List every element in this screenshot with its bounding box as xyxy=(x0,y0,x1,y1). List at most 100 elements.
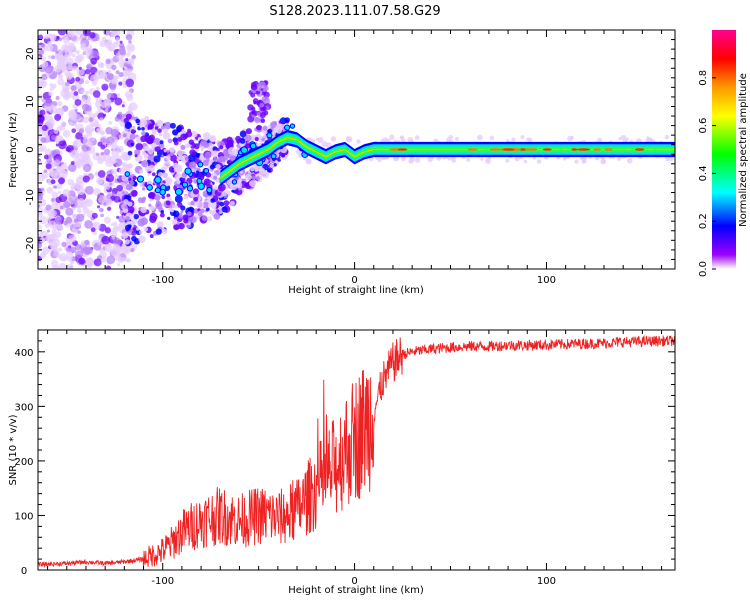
spectrogram-cell xyxy=(124,121,132,130)
spectrogram-cell xyxy=(167,216,171,221)
spectrogram-cell xyxy=(480,157,484,161)
spectrogram-cell xyxy=(181,177,186,182)
spectrogram-cell xyxy=(140,217,149,225)
spectrogram-cell xyxy=(617,156,622,161)
spectrogram-cell xyxy=(100,213,104,218)
spectrogram-cell xyxy=(57,101,63,107)
spectrogram-cell xyxy=(84,219,93,229)
spectrogram-cell xyxy=(142,187,146,191)
spectrogram-cell xyxy=(62,188,71,197)
spectrogram-cell xyxy=(99,117,104,122)
spectrogram-cell xyxy=(70,161,75,165)
spectrogram-cell xyxy=(67,30,76,38)
spectrogram-cell xyxy=(78,66,82,71)
spectrogram-cell xyxy=(133,213,140,220)
spectrogram-cell xyxy=(159,140,164,145)
spectrogram-x-tick-label: 0 xyxy=(351,275,357,286)
spectrogram-cell xyxy=(110,247,120,257)
spectrogram-cell xyxy=(193,143,200,150)
spectrogram-cell xyxy=(44,34,50,40)
spectrogram-cell xyxy=(207,198,211,202)
spectrogram-cell xyxy=(123,62,128,67)
spectrogram-cell xyxy=(121,162,127,168)
spectrogram-cell xyxy=(451,158,457,163)
spectrogram-cell xyxy=(168,207,173,212)
spectrogram-cell xyxy=(511,137,516,142)
spectrogram-cell xyxy=(80,89,85,94)
spectrogram-cell xyxy=(75,132,83,140)
spectrogram-cell xyxy=(197,161,204,168)
spectrogram-cell xyxy=(122,207,129,214)
spectrogram-cell xyxy=(180,205,186,211)
spectrogram-cell xyxy=(50,134,57,141)
spectrogram-cell xyxy=(181,181,188,188)
spectrogram-cell xyxy=(84,239,90,246)
spectrogram-cell xyxy=(82,175,90,183)
spectrogram-cell xyxy=(154,126,159,130)
spectrogram-cell xyxy=(115,36,120,42)
spectrogram-cell xyxy=(203,167,210,174)
spectrogram-cell xyxy=(393,139,397,143)
spectrogram-cell xyxy=(176,179,181,184)
spectrogram-cell xyxy=(139,169,144,174)
spectrogram-cell xyxy=(289,123,296,129)
spectrogram-hotspot xyxy=(604,148,613,151)
spectrogram-cell xyxy=(126,94,134,102)
spectrogram-cell xyxy=(132,175,137,181)
spectrogram-cell xyxy=(92,90,101,98)
spectrogram-cell xyxy=(89,31,96,39)
spectrogram-cell xyxy=(180,144,186,150)
spectrogram-cell xyxy=(66,256,73,262)
spectrogram-cell xyxy=(245,128,252,135)
spectrogram-cell xyxy=(129,57,135,63)
spectrogram-cell xyxy=(146,184,153,191)
spectrogram-cell xyxy=(105,265,112,269)
snr-panel: -100 0 100 0 100 200 300 400 Height of straight… xyxy=(8,329,676,596)
spectrogram-cell xyxy=(356,139,361,144)
spectrogram-cell xyxy=(408,158,414,164)
spectrogram-hotspot xyxy=(528,148,538,151)
spectrogram-cell xyxy=(53,129,59,134)
spectrogram-cell xyxy=(60,161,64,165)
spectrogram-cell xyxy=(119,48,127,56)
spectrogram-cell xyxy=(75,250,84,259)
spectrogram-cell xyxy=(58,140,67,150)
spectrogram-cell xyxy=(43,97,53,107)
spectrogram-cell xyxy=(160,210,165,214)
spectrogram-cell xyxy=(84,80,89,85)
spectrogram-cell xyxy=(582,159,587,164)
spectrogram-cell xyxy=(57,177,65,185)
spectrogram-cell xyxy=(96,128,100,132)
spectrogram-cell xyxy=(270,121,277,129)
spectrogram-cell xyxy=(221,206,228,213)
spectrogram-cell xyxy=(269,163,274,168)
spectrogram-cell xyxy=(131,116,135,120)
spectrogram-cell xyxy=(114,116,121,122)
spectrogram-cell xyxy=(121,232,129,239)
spectrogram-cell xyxy=(122,84,127,89)
spectrogram-cell xyxy=(130,142,134,146)
spectrogram-cell xyxy=(91,212,98,219)
spectrogram-cell xyxy=(38,34,44,40)
spectrogram-cell xyxy=(48,213,55,219)
spectrogram-cell xyxy=(56,61,65,70)
snr-xlabel: Height of straight line (km) xyxy=(288,585,424,596)
spectrogram-cell xyxy=(39,216,48,225)
spectrogram-cell xyxy=(105,174,115,183)
spectrogram-cell xyxy=(260,118,266,123)
spectrogram-cell xyxy=(233,151,238,157)
spectrogram-cell xyxy=(330,136,337,142)
spectrogram-cell xyxy=(100,101,108,108)
spectrogram-cell xyxy=(149,215,157,224)
spectrogram-cell xyxy=(88,117,94,122)
spectrogram-cell xyxy=(231,189,235,193)
spectrogram-cell xyxy=(284,117,290,123)
spectrogram-cell xyxy=(138,230,143,235)
spectrogram-cell xyxy=(125,216,131,222)
spectrogram-cell xyxy=(62,34,69,40)
spectrogram-cell xyxy=(121,243,126,248)
spectrogram-cell xyxy=(91,127,96,132)
spectrogram-cell xyxy=(111,144,117,150)
spectrogram-cell xyxy=(253,101,257,105)
spectrogram-cell xyxy=(574,159,579,164)
